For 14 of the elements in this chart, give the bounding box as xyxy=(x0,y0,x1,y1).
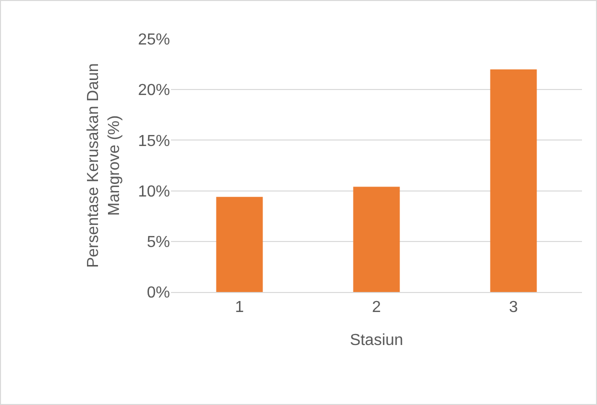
y-tick-label: 25% xyxy=(138,32,170,49)
y-tick-label: 0% xyxy=(146,284,170,302)
y-tick-label: 5% xyxy=(146,234,170,251)
y-tick-label: 20% xyxy=(138,82,170,100)
x-tick-label: 1 xyxy=(235,299,244,316)
x-tick-label: 2 xyxy=(372,299,382,316)
bar xyxy=(490,69,537,292)
x-tick-label: 3 xyxy=(509,299,518,316)
y-tick-label: 10% xyxy=(138,183,170,200)
bar xyxy=(353,186,400,292)
bar xyxy=(216,196,263,292)
y-tick-label: 15% xyxy=(138,132,170,150)
y-axis-title: Persentase Kerusakan Daun Mangrove (%) xyxy=(85,63,123,268)
x-axis-title: Stasiun xyxy=(350,332,404,349)
